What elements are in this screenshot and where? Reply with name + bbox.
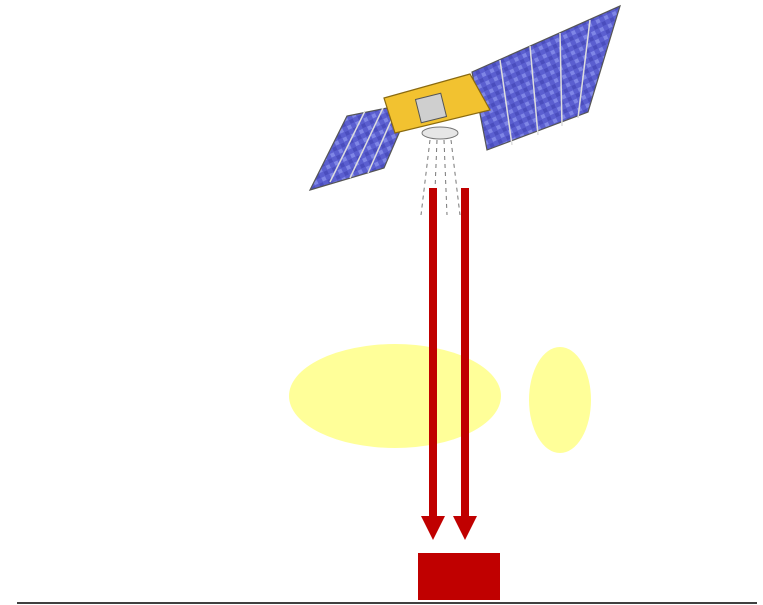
panel-divider (349, 107, 384, 179)
receiver (418, 553, 500, 600)
solar-panel-right (471, 4, 621, 151)
arrows (421, 188, 477, 540)
panel-divider (577, 19, 591, 119)
satellite (308, 4, 621, 216)
panel-divider (329, 110, 366, 183)
satellite-antenna (421, 126, 459, 140)
panel-divider (529, 45, 539, 136)
arrow-head (453, 516, 477, 540)
emission-lines (420, 139, 461, 216)
arrow-head (421, 516, 445, 540)
panel-divider (499, 59, 513, 146)
satellite-module (414, 92, 448, 124)
arrow-shaft (461, 188, 469, 518)
arrow-shaft (429, 188, 437, 518)
footprint-small (529, 347, 591, 453)
panel-divider (559, 32, 563, 127)
footprint-large (289, 344, 501, 448)
